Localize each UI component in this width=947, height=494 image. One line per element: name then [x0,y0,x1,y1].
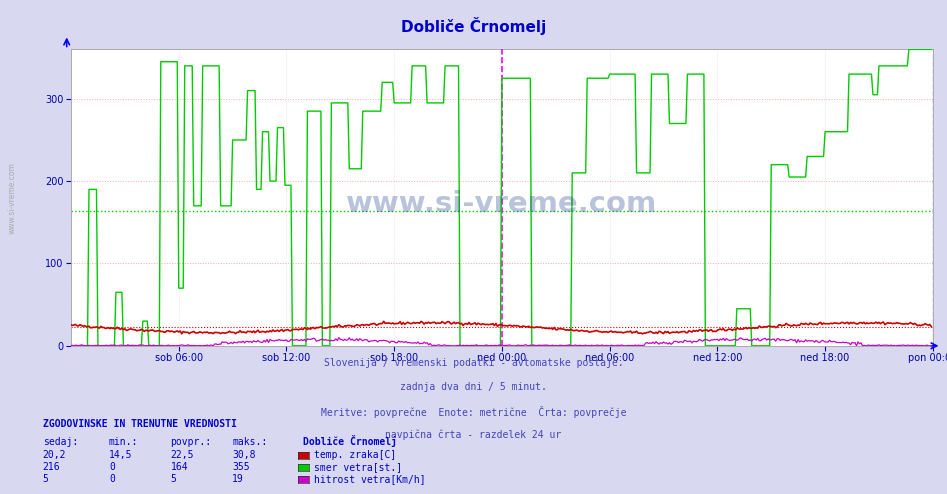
Text: Dobliče Črnomelj: Dobliče Črnomelj [303,435,397,447]
Text: navpična črta - razdelek 24 ur: navpična črta - razdelek 24 ur [385,429,562,440]
Text: 5: 5 [170,474,176,484]
Text: hitrost vetra[Km/h]: hitrost vetra[Km/h] [314,474,426,484]
Text: 19: 19 [232,474,243,484]
Text: www.si-vreme.com: www.si-vreme.com [347,190,657,217]
Text: 22,5: 22,5 [170,451,194,460]
Text: maks.:: maks.: [232,437,267,447]
Text: Meritve: povprečne  Enote: metrične  Črta: povprečje: Meritve: povprečne Enote: metrične Črta:… [321,406,626,417]
Text: 0: 0 [109,474,115,484]
Text: povpr.:: povpr.: [170,437,211,447]
Text: 20,2: 20,2 [43,451,66,460]
Text: smer vetra[st.]: smer vetra[st.] [314,462,402,472]
Text: 14,5: 14,5 [109,451,133,460]
Text: min.:: min.: [109,437,138,447]
Text: 5: 5 [43,474,48,484]
Text: 164: 164 [170,462,188,472]
Text: 355: 355 [232,462,250,472]
Text: www.si-vreme.com: www.si-vreme.com [8,162,17,234]
Text: ZGODOVINSKE IN TRENUTNE VREDNOSTI: ZGODOVINSKE IN TRENUTNE VREDNOSTI [43,419,237,429]
Text: zadnja dva dni / 5 minut.: zadnja dva dni / 5 minut. [400,382,547,392]
Text: 216: 216 [43,462,61,472]
Text: sedaj:: sedaj: [43,437,78,447]
Text: 0: 0 [109,462,115,472]
Text: temp. zraka[C]: temp. zraka[C] [314,451,397,460]
Text: Dobliče Črnomelj: Dobliče Črnomelj [401,17,546,35]
Text: Slovenija / vremenski podatki - avtomatske postaje.: Slovenija / vremenski podatki - avtomats… [324,358,623,368]
Text: 30,8: 30,8 [232,451,256,460]
